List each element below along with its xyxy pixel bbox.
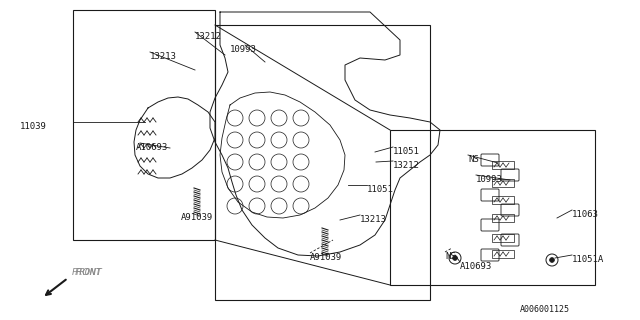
Text: A91039: A91039 [310,253,342,262]
Text: 11051: 11051 [393,147,420,156]
Text: 10993: 10993 [230,45,257,54]
Text: FRONT: FRONT [72,268,103,277]
Text: A91039: A91039 [181,213,213,222]
Text: 13213: 13213 [150,52,177,61]
Bar [492,214,514,222]
Text: 13212: 13212 [195,32,222,41]
Bar [492,161,514,169]
Text: NS: NS [468,155,479,164]
Text: 13213: 13213 [360,215,387,224]
Bar [492,234,514,242]
Text: 13212: 13212 [393,161,420,170]
Bar [73,10,215,240]
Text: 11051: 11051 [367,185,394,194]
Text: 11051A: 11051A [572,255,604,264]
Bar [390,130,595,285]
Bar [492,250,514,258]
Bar [215,25,430,300]
Bar [492,179,514,187]
Circle shape [452,256,458,260]
Text: A10693: A10693 [136,143,168,152]
Text: A10693: A10693 [460,262,492,271]
Text: 11039: 11039 [20,122,47,131]
Circle shape [550,258,554,262]
Text: 10993: 10993 [476,175,503,184]
Bar [492,196,514,204]
Text: FRONT: FRONT [75,268,102,277]
Text: NS: NS [445,252,456,261]
Text: 11063: 11063 [572,210,599,219]
Text: A006001125: A006001125 [520,305,570,314]
